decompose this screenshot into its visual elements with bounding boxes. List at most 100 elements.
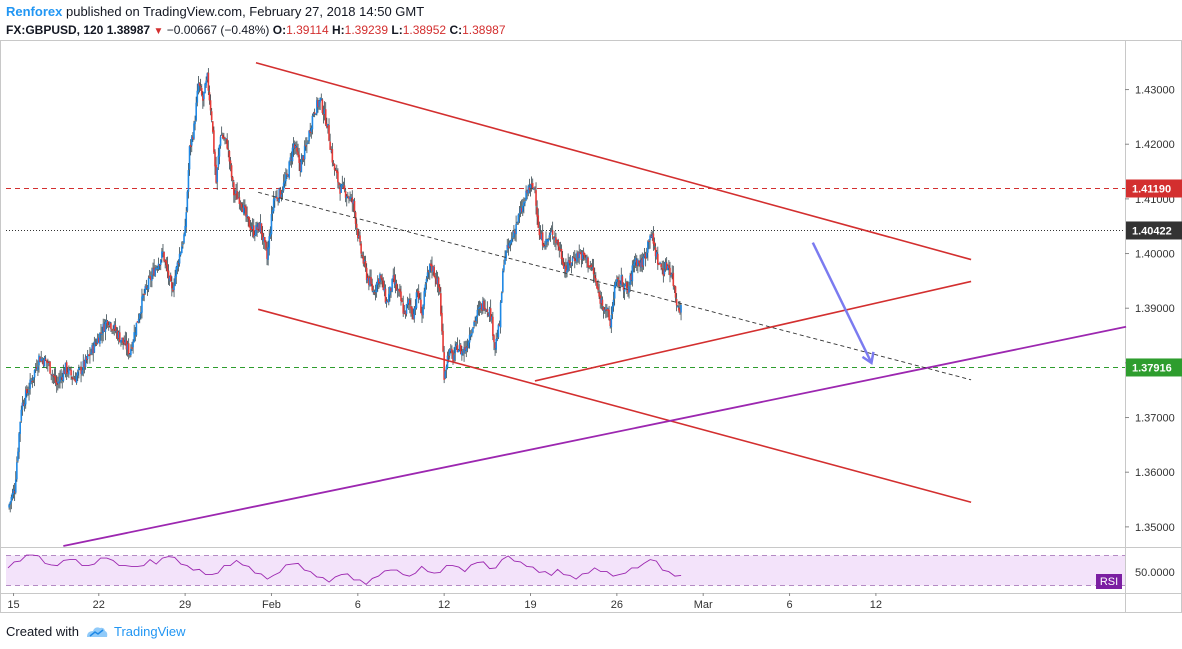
rsi-line — [7, 554, 682, 585]
price-chart[interactable]: 1.430001.420001.410001.400001.390001.380… — [0, 40, 1182, 614]
candle-body — [202, 95, 204, 101]
candle-body — [502, 270, 504, 292]
candle-body — [573, 258, 576, 262]
candle-body — [344, 191, 347, 198]
candle-body — [34, 368, 37, 370]
candle-body — [116, 330, 119, 339]
candle-body — [267, 247, 269, 260]
candle-body — [326, 123, 328, 128]
candle-body — [163, 252, 165, 262]
tradingview-brand: TradingView — [113, 624, 186, 639]
candle-body — [49, 361, 51, 374]
rsi-badge — [1096, 574, 1122, 589]
candle-body — [569, 261, 572, 266]
close-label: C: — [449, 23, 463, 37]
candle-body — [132, 341, 134, 348]
candle-body — [555, 237, 557, 244]
candle-body — [511, 236, 514, 238]
candle-body — [266, 249, 268, 259]
candle-body — [416, 291, 419, 293]
candle-body — [441, 312, 443, 332]
candle-body — [585, 258, 587, 260]
candle-body — [83, 360, 86, 368]
candle-body — [239, 202, 242, 204]
candle-body — [310, 128, 313, 132]
candle-body — [521, 205, 524, 212]
candle-body — [250, 228, 253, 230]
candle-body — [550, 230, 553, 233]
candle-body — [613, 285, 616, 299]
candle-body — [375, 283, 378, 293]
candle-body — [381, 277, 383, 281]
time-tick-label: Feb — [262, 599, 281, 611]
candle-body — [617, 277, 619, 280]
candle-body — [279, 189, 282, 199]
candle-body — [24, 390, 27, 405]
candle-body — [70, 369, 72, 376]
candle-body — [314, 113, 317, 115]
candle-body — [330, 150, 333, 152]
candle-body — [272, 198, 275, 212]
candle-body — [323, 109, 326, 115]
candle-body — [27, 393, 29, 395]
candle-body — [622, 285, 625, 291]
candle-body — [226, 139, 228, 149]
author-name[interactable]: Renforex — [6, 4, 63, 19]
candle-body — [427, 270, 430, 272]
candle-body — [144, 286, 147, 294]
candle-body — [172, 289, 174, 292]
candle-body — [599, 295, 602, 304]
candle-body — [228, 150, 231, 162]
candle-body — [616, 279, 618, 282]
candle-body — [518, 212, 521, 215]
candle-body — [509, 241, 512, 245]
candle-body — [198, 83, 201, 86]
candle-body — [29, 379, 31, 390]
candle-body — [23, 403, 26, 406]
candle-body — [428, 264, 431, 273]
candle-body — [490, 316, 493, 320]
low-label: L: — [391, 23, 403, 37]
candle-body — [280, 194, 283, 197]
candle-body — [11, 493, 14, 499]
candle-body — [309, 130, 312, 134]
candle-body — [664, 262, 667, 269]
candle-body — [290, 158, 293, 160]
candle-body — [394, 282, 397, 285]
candle-body — [385, 301, 388, 304]
created-with-label: Created with — [6, 624, 79, 639]
candle-body — [306, 143, 308, 145]
time-tick-label: Mar — [694, 599, 713, 611]
candle-body — [37, 366, 39, 370]
candle-body — [461, 351, 463, 356]
candle-body — [452, 352, 454, 362]
candle-body — [259, 222, 262, 233]
time-tick-label: 19 — [524, 599, 536, 611]
candle-body — [413, 308, 416, 319]
candle-body — [382, 280, 385, 291]
candle-body — [210, 111, 213, 121]
candle-body — [142, 294, 144, 299]
candle-body — [672, 272, 675, 286]
candle-body — [197, 83, 200, 92]
candle-body — [209, 100, 212, 111]
candle-body — [179, 252, 182, 256]
candle-body — [101, 334, 103, 336]
candle-body — [19, 422, 21, 434]
candle-body — [57, 382, 59, 384]
tradingview-link[interactable]: TradingView — [85, 624, 186, 639]
candle-body — [124, 339, 127, 344]
candle-body — [148, 276, 151, 278]
candle-body — [102, 323, 105, 334]
rsi-band-fill — [6, 555, 1125, 586]
candle-body — [476, 309, 479, 317]
candle-body — [568, 260, 571, 264]
candle-body — [524, 201, 526, 204]
candle-body — [580, 252, 583, 260]
candle-body — [678, 307, 680, 311]
candle-body — [74, 379, 77, 383]
candle-body — [72, 378, 75, 380]
candle-body — [608, 309, 610, 320]
candle-body — [517, 214, 520, 223]
candle-body — [528, 187, 531, 190]
